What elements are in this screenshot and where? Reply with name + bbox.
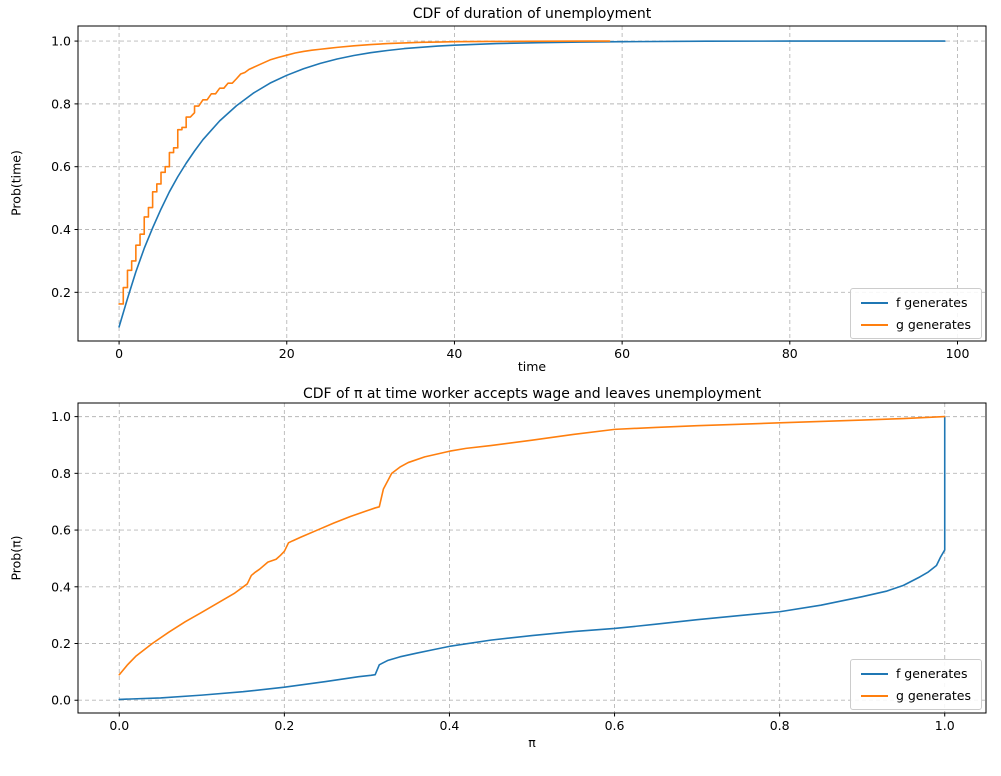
x-tick-label: 0: [115, 346, 123, 361]
legend-label-f-top: f generates: [895, 295, 968, 310]
x-tick-label: 1.0: [935, 718, 955, 733]
series-line-f: [118, 415, 946, 701]
x-tick-label: 0.6: [605, 718, 625, 733]
axes-spines: [77, 402, 987, 714]
x-tick-label: 0.0: [109, 718, 129, 733]
chart-title-top: CDF of duration of unemployment: [412, 6, 652, 22]
x-tick-label: 100: [946, 346, 970, 361]
plot-area-top: 0 20 40 60 80 100 0.2 0.4 0.6 0.8 1.0: [51, 25, 987, 361]
x-tick-label: 20: [279, 346, 295, 361]
legend-label-g-bottom: g generates: [895, 688, 971, 703]
y-tick-label: 0.4: [51, 579, 71, 594]
legend-item-f-bottom: f generates: [860, 666, 971, 681]
y-tick-label: 0.8: [51, 466, 71, 481]
x-tick-label: 0.2: [274, 718, 294, 733]
legend-swatch-f-top: [860, 301, 888, 304]
y-tick-label: 0.2: [51, 636, 71, 651]
y-tick-label: 0.6: [51, 159, 71, 174]
y-tick-label: 0.2: [51, 285, 71, 300]
series-line-g: [118, 40, 611, 305]
y-tick-label: 1.0: [51, 409, 71, 424]
legend-swatch-g-top: [860, 323, 888, 326]
x-tick-label: 60: [614, 346, 630, 361]
legend-top: f generates g generates: [849, 288, 982, 339]
x-axis-label-bottom: π: [528, 735, 536, 750]
legend-label-f-bottom: f generates: [895, 666, 968, 681]
x-tick-label: 0.8: [770, 718, 790, 733]
series-line-f: [118, 40, 946, 328]
y-tick-label: 0.4: [51, 222, 71, 237]
chart-title-bottom: CDF of π at time worker accepts wage and…: [302, 386, 762, 402]
x-axis-label-top: time: [517, 359, 547, 374]
plot-area-bottom: 0.0 0.2 0.4 0.6 0.8 1.0 0.0 0.2 0.4 0.6 0.8 1.0: [51, 402, 987, 733]
legend-swatch-g-bottom: [860, 694, 888, 697]
legend-item-g-top: g generates: [860, 317, 971, 332]
x-tick-label: 0.4: [440, 718, 460, 733]
y-tick-label: 1.0: [51, 34, 71, 49]
legend-swatch-f-bottom: [860, 672, 888, 675]
series-line-g: [118, 415, 946, 676]
legend-item-g-bottom: g generates: [860, 688, 971, 703]
x-tick-label: 80: [782, 346, 798, 361]
axes-spines: [77, 25, 987, 342]
legend-label-g-top: g generates: [895, 317, 971, 332]
x-tick-label: 40: [446, 346, 462, 361]
y-tick-label: 0.8: [51, 96, 71, 111]
legend-bottom: f generates g generates: [849, 659, 982, 710]
y-tick-label: 0.0: [51, 693, 71, 708]
legend-item-f-top: f generates: [860, 295, 971, 310]
y-tick-label: 0.6: [51, 523, 71, 538]
